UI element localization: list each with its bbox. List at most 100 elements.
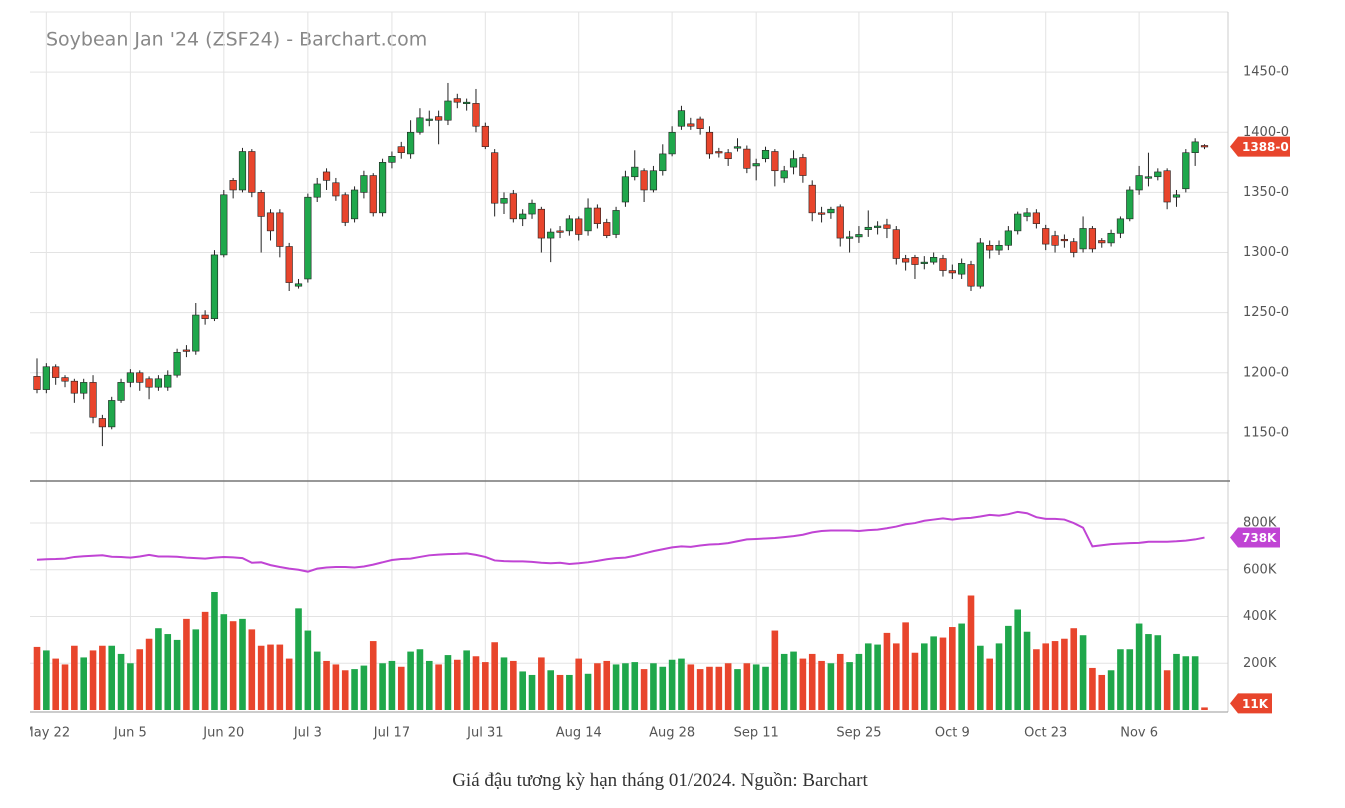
candle-body	[687, 123, 695, 127]
candle-body	[304, 196, 312, 280]
candle-body	[696, 118, 704, 129]
candle-body	[1172, 194, 1181, 198]
candle-body	[827, 208, 835, 214]
candle-body	[313, 183, 321, 198]
x-tick-label: Jun 20	[202, 726, 244, 741]
candle-body	[220, 194, 228, 256]
candle-body	[939, 258, 947, 271]
volume-bar	[33, 646, 41, 710]
volume-bar	[1117, 649, 1124, 710]
candle-body	[154, 378, 163, 388]
candle-body	[556, 230, 564, 233]
volume-bar	[528, 674, 536, 710]
candle-body	[958, 263, 966, 275]
volume-bar	[1154, 635, 1162, 710]
candle-body	[902, 258, 910, 263]
x-tick-label: Oct 9	[935, 726, 970, 741]
candle-body	[855, 234, 863, 238]
candle-body	[836, 206, 844, 239]
volume-bar	[724, 663, 732, 710]
candle-body	[1051, 235, 1059, 246]
candle-body	[547, 231, 555, 239]
candle-body	[752, 163, 760, 167]
volume-bar	[1135, 623, 1143, 710]
candle-body	[322, 171, 331, 181]
candle-body	[70, 380, 78, 394]
x-tick-label: Jul 3	[293, 726, 322, 741]
volume-bar	[61, 664, 69, 710]
candle-body	[1191, 141, 1199, 153]
volume-bar	[295, 608, 302, 710]
volume-bar	[706, 666, 713, 710]
candle-body	[621, 176, 630, 203]
candle-body	[229, 180, 237, 191]
candle-body	[1032, 212, 1040, 224]
volume-bar	[89, 650, 97, 710]
candle-body	[388, 156, 396, 163]
candle-body	[33, 376, 41, 390]
candle-body	[42, 366, 50, 390]
volume-bar	[183, 618, 190, 710]
x-tick-label: Jun 5	[113, 726, 147, 741]
candle-body	[873, 225, 882, 228]
candle-body	[1004, 230, 1012, 246]
y2-tick-label: 400K	[1243, 609, 1277, 624]
candle-body	[649, 170, 658, 191]
volume-bar	[519, 671, 526, 710]
volume-bar	[323, 660, 330, 710]
volume-bar	[257, 645, 265, 710]
volume-bar	[1061, 638, 1068, 710]
candle-body	[995, 244, 1003, 251]
volume-bar	[603, 660, 611, 710]
candle-body	[1163, 170, 1171, 203]
y-tick-label: 1400-0	[1243, 125, 1289, 140]
volume-bar	[696, 669, 704, 710]
chart-title: Soybean Jan '24 (ZSF24) - Barchart.com	[46, 29, 427, 51]
candle-body	[631, 166, 639, 178]
volume-bar	[949, 627, 956, 710]
candle-body	[668, 131, 676, 155]
candle-body	[1126, 189, 1134, 220]
volume-bar	[1173, 653, 1180, 710]
open-interest-label: 738K	[1242, 531, 1277, 545]
volume-bar	[454, 659, 461, 710]
candle-body	[593, 207, 601, 224]
candle-body	[416, 117, 424, 133]
y-tick-label: 1350-0	[1243, 185, 1289, 200]
candle-body	[248, 151, 256, 193]
volume-bar	[883, 632, 891, 710]
candle-body	[817, 212, 826, 215]
candle-body	[182, 349, 191, 352]
chart: Soybean Jan '24 (ZSF24) - Barchart.com M…	[30, 11, 1290, 741]
x-tick-label: Aug 28	[649, 726, 695, 741]
y2-tick-label: 800K	[1243, 516, 1277, 531]
candle-body	[761, 149, 770, 160]
candle-body	[1014, 213, 1022, 232]
volume-bar	[1014, 609, 1021, 710]
volume-bar	[388, 660, 396, 710]
candle-body	[1144, 176, 1153, 179]
candle-body	[257, 192, 265, 217]
candle-body	[435, 116, 443, 121]
volume-bar	[902, 622, 909, 710]
volume-bar	[612, 664, 620, 710]
x-tick-label: Aug 14	[556, 726, 602, 741]
candle-body	[789, 158, 798, 168]
candle-body	[799, 157, 807, 176]
candle-body	[145, 378, 153, 388]
candle-body	[453, 98, 461, 103]
volume-bar	[304, 630, 312, 710]
candle-body	[1088, 228, 1097, 250]
candle-body	[986, 244, 994, 251]
volume-bar	[482, 662, 489, 710]
candle-body	[509, 193, 517, 220]
volume-bar	[145, 638, 153, 710]
volume-bar	[1182, 656, 1190, 710]
volume-bar	[276, 644, 284, 710]
volume-bar	[80, 657, 87, 710]
candle-body	[808, 184, 816, 214]
candle-body	[173, 352, 181, 376]
volume-bar	[52, 658, 59, 710]
candle-body	[771, 151, 779, 172]
candle-body	[463, 101, 471, 104]
